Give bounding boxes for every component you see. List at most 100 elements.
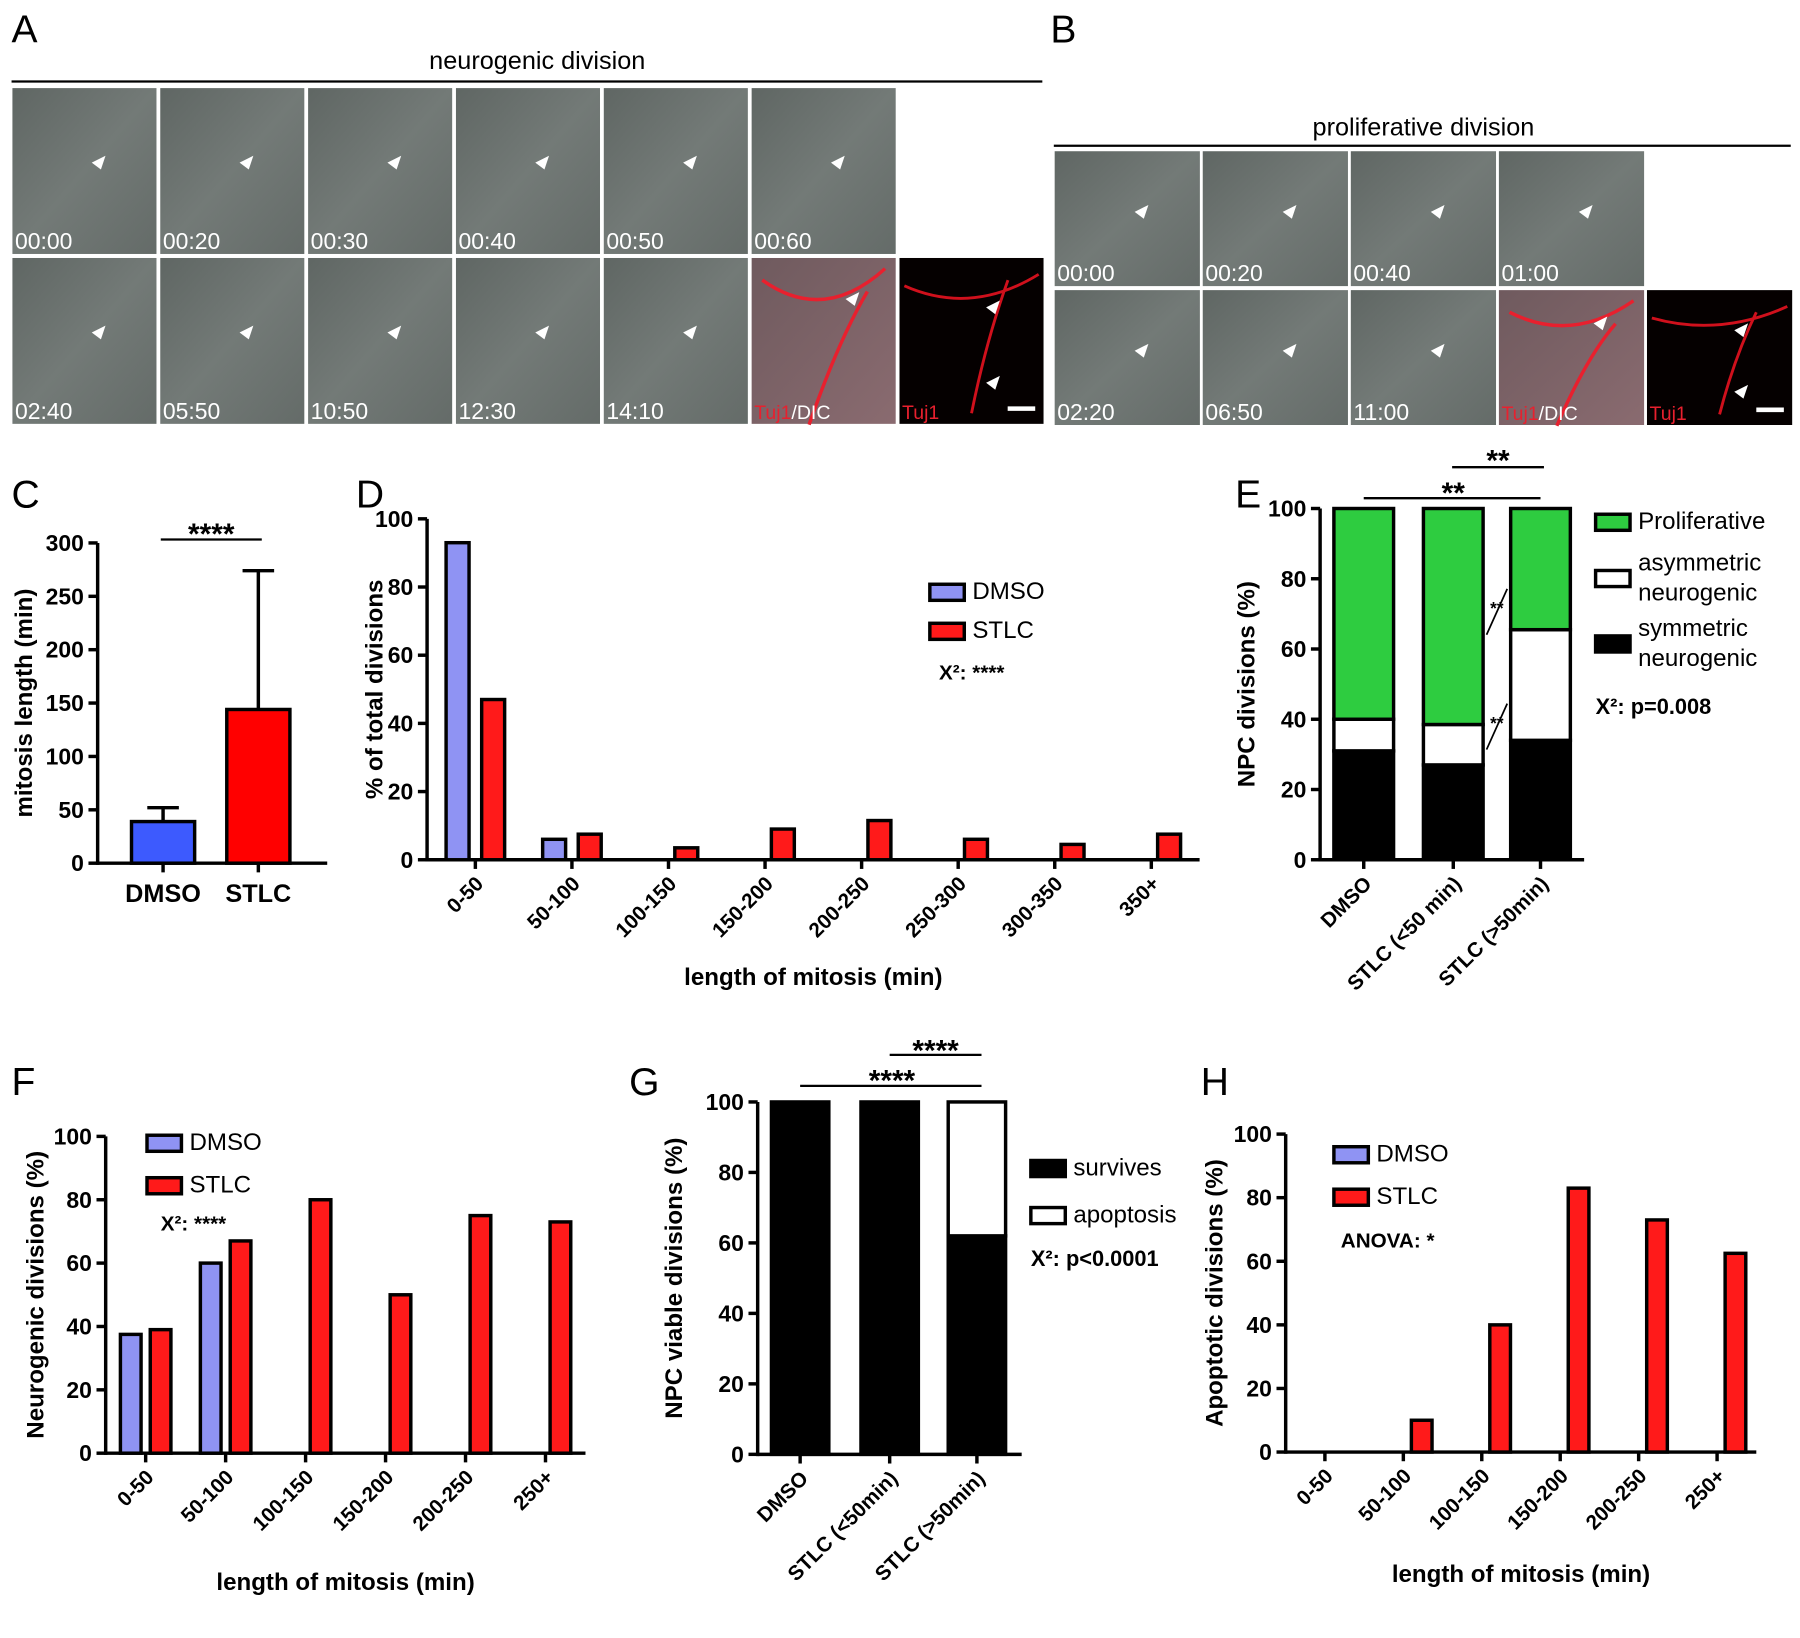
annotation: **** xyxy=(188,518,235,551)
y-tick-label: 80 xyxy=(1246,1185,1272,1211)
micrograph xyxy=(602,256,750,426)
timestamp: 00:00 xyxy=(15,228,72,254)
y-tick-label: 250 xyxy=(46,583,84,609)
timestamp: 11:00 xyxy=(1353,399,1409,425)
bar xyxy=(129,819,197,865)
timestamp: 00:00 xyxy=(1057,260,1114,286)
merged-micrograph xyxy=(1497,288,1646,427)
micrograph xyxy=(1201,288,1350,427)
y-axis-label: mitosis length (min) xyxy=(11,589,38,818)
neurite xyxy=(761,267,887,426)
micrograph xyxy=(1349,288,1498,427)
annotation: ** xyxy=(1486,445,1510,478)
micrograph xyxy=(1497,149,1646,288)
x-tick-label: 250+ xyxy=(1681,1465,1730,1514)
neurite xyxy=(1508,299,1635,427)
arrowhead xyxy=(387,325,402,340)
y-tick-label: 300 xyxy=(46,530,84,556)
legend-box: symmetric neurogenic xyxy=(1638,615,1757,671)
arrowhead xyxy=(830,155,845,170)
legend-box: DMSO xyxy=(189,1129,261,1155)
bar xyxy=(946,1100,1008,1238)
legend-box: apoptosis xyxy=(1073,1202,1176,1228)
stain-label: Tuj1/DIC xyxy=(1501,403,1577,425)
y-tick-label: 60 xyxy=(388,642,414,668)
annotation: ANOVA: * xyxy=(1341,1230,1436,1253)
arrowhead xyxy=(535,325,550,340)
stain-name: Tuj1 xyxy=(754,402,791,424)
bar xyxy=(769,827,797,862)
arrowhead xyxy=(1134,204,1149,219)
y-tick-label: 20 xyxy=(388,779,414,805)
timestamp: 05:50 xyxy=(163,398,220,424)
channel-name: /DIC xyxy=(791,402,830,424)
panel-letter: C xyxy=(12,473,40,516)
bar xyxy=(1332,749,1396,862)
arrowhead xyxy=(239,155,254,170)
x-tick-label: 100-150 xyxy=(611,872,681,942)
timestamp: 00:30 xyxy=(311,228,368,254)
bar xyxy=(148,1327,173,1455)
legend-box: STLC xyxy=(189,1172,251,1198)
legend-swatch xyxy=(1593,634,1632,654)
legend-label: survives xyxy=(1073,1154,1162,1182)
bar xyxy=(576,832,603,862)
y-tick-label: 0 xyxy=(1259,1439,1272,1465)
bar xyxy=(444,540,471,862)
x-tick-label: 250-300 xyxy=(901,872,971,942)
timestamp: 00:20 xyxy=(1205,260,1262,286)
y-tick-label: 20 xyxy=(1246,1375,1272,1401)
y-tick-label: 200 xyxy=(46,637,84,663)
bar xyxy=(198,1261,223,1455)
bar xyxy=(866,818,893,862)
y-tick-label: 0 xyxy=(401,847,414,873)
x-tick-label: 200-250 xyxy=(408,1466,478,1536)
legend-box: survives xyxy=(1073,1154,1162,1182)
x-tick-label: 150-200 xyxy=(328,1466,398,1536)
x-tick-label: 250+ xyxy=(509,1466,558,1515)
timestamp: 14:10 xyxy=(606,398,663,424)
panel-letter: A xyxy=(12,8,38,51)
bar xyxy=(388,1293,413,1455)
merged-micrograph xyxy=(749,256,898,426)
timestamp: 00:40 xyxy=(459,228,516,254)
y-tick-label: 150 xyxy=(46,690,84,716)
arrowhead xyxy=(845,292,860,306)
micrograph xyxy=(158,256,307,426)
y-tick-label: 40 xyxy=(388,710,414,736)
annotation: X²: **** xyxy=(939,662,1005,685)
y-tick-label: 60 xyxy=(718,1230,744,1256)
micrograph xyxy=(10,86,159,256)
bar xyxy=(1488,1323,1513,1454)
micrograph xyxy=(306,256,454,426)
annotation: **** xyxy=(912,1035,959,1068)
x-tick-label: 100-150 xyxy=(248,1466,318,1536)
legend-swatch xyxy=(1029,1158,1068,1179)
y-axis-label: NPC divisions (%) xyxy=(1234,581,1261,787)
y-tick-label: 0 xyxy=(71,850,84,876)
bar xyxy=(1508,738,1573,862)
stain-label: Tuj1/DIC xyxy=(754,402,830,424)
bar xyxy=(946,1234,1008,1457)
timestamp: 12:30 xyxy=(459,398,516,424)
bar xyxy=(308,1198,333,1455)
annotation: **** xyxy=(869,1064,916,1097)
legend-swatch xyxy=(1593,568,1632,589)
y-tick-label: 100 xyxy=(1268,496,1306,522)
y-axis-label: % of total divisions xyxy=(361,580,388,800)
y-tick-label: 50 xyxy=(58,797,84,823)
channel-name: /DIC xyxy=(1539,403,1578,425)
bar xyxy=(548,1220,573,1455)
arrowhead xyxy=(986,300,1000,315)
stain-name: Tuj1 xyxy=(1501,403,1538,425)
bar xyxy=(1508,506,1573,632)
bar xyxy=(225,707,292,865)
annotation: X²: p<0.0001 xyxy=(1031,1246,1159,1271)
y-tick-label: 40 xyxy=(1246,1312,1272,1338)
legend-box: asymmetric neurogenic xyxy=(1638,550,1761,606)
x-axis-label: length of mitosis (min) xyxy=(216,1569,474,1596)
timestamp: 10:50 xyxy=(311,398,368,424)
stain-label: Tuj1 xyxy=(902,402,939,424)
bar xyxy=(228,1239,253,1455)
